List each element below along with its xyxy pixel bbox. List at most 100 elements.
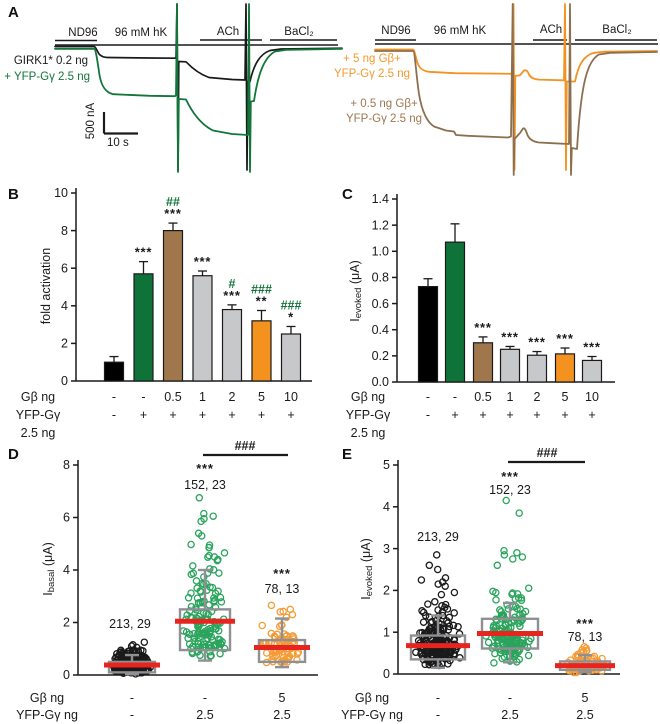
bar-C-3	[499, 348, 521, 383]
significance-annotation: **	[256, 294, 268, 309]
data-point	[276, 608, 284, 616]
data-point	[288, 610, 297, 619]
data-point	[209, 512, 217, 520]
n-label: 78, 13	[265, 582, 300, 596]
n-label: 213, 29	[109, 617, 151, 631]
data-point	[441, 603, 449, 612]
significance-annotation: ##	[166, 195, 180, 209]
condition-value: +	[140, 408, 147, 422]
data-point	[187, 570, 196, 579]
significance-annotation: *	[288, 309, 294, 324]
condition-row-label: Gβ ng	[21, 390, 55, 404]
data-point	[195, 494, 204, 502]
scale-bar-time-label: 10 s	[107, 137, 129, 149]
y-tick-label: 0.6	[372, 297, 389, 311]
condition-value: -	[436, 691, 440, 705]
data-point	[524, 651, 533, 660]
data-point	[197, 517, 205, 526]
condition-row-label: YFP-Gγ	[16, 408, 61, 422]
y-tick-label: 0	[61, 374, 68, 388]
y-tick-label: 6	[61, 261, 68, 275]
ylabel-sub: evoked	[364, 565, 375, 597]
data-point	[279, 607, 287, 616]
condition-value: +	[199, 408, 206, 422]
significance-annotation: ***	[196, 461, 214, 476]
data-point	[509, 555, 517, 563]
significance-annotation: ***	[194, 254, 212, 269]
n-label: 152, 23	[489, 483, 531, 497]
data-point	[449, 621, 458, 630]
data-point	[205, 629, 214, 638]
bracket-significance: ###	[537, 446, 558, 460]
solution-label-highk-left: 96 mM hK	[114, 27, 168, 39]
data-point	[524, 584, 533, 592]
ylabel-sub: evoked	[353, 287, 364, 319]
y-tick-label: 10	[54, 186, 68, 200]
data-point	[267, 601, 276, 610]
panel-label-b: B	[8, 186, 19, 203]
condition-value: 10	[585, 390, 599, 404]
condition-value: 0.5	[474, 390, 491, 404]
panel-label-d: D	[8, 446, 19, 463]
data-point	[140, 638, 149, 646]
bar-B-4	[221, 308, 243, 382]
data-point	[491, 649, 499, 658]
significance-annotation: ***	[556, 331, 574, 346]
condition-value: 2.5	[273, 708, 290, 722]
data-point	[424, 627, 433, 635]
y-tick-label: 4	[61, 299, 68, 313]
iqr-box	[178, 608, 232, 652]
y-tick-label: 1.0	[372, 244, 389, 258]
data-point	[441, 582, 449, 590]
data-point	[434, 606, 442, 614]
data-point	[215, 569, 223, 577]
condition-row-label: Gβ ng	[30, 691, 64, 705]
condition-value: 5	[582, 691, 589, 705]
data-point	[450, 588, 459, 597]
data-point	[289, 649, 297, 658]
y-axis-label-fold-activation: fold activation	[39, 247, 53, 325]
data-point	[418, 607, 426, 615]
data-point	[434, 580, 442, 588]
ylabel-post: (μA)	[41, 542, 55, 570]
y-axis-label-ibasal: Ibasal (μA)	[41, 494, 57, 644]
data-point	[502, 496, 510, 505]
panel-label-a: A	[8, 4, 19, 21]
data-point	[512, 638, 520, 646]
data-point	[490, 659, 498, 667]
condition-value: +	[533, 408, 540, 422]
data-point	[210, 596, 218, 605]
data-point	[139, 647, 147, 655]
condition-value: 2.5	[501, 708, 518, 722]
y-tick-label: 0	[63, 668, 70, 682]
data-point	[194, 647, 202, 656]
n-label: 152, 23	[184, 478, 226, 492]
data-point	[426, 624, 435, 633]
condition-value: -	[130, 691, 134, 705]
condition-value: 5	[279, 691, 286, 705]
data-point	[493, 561, 502, 570]
data-point	[433, 565, 442, 574]
condition-value: +	[506, 408, 513, 422]
y-tick-label: 2	[63, 616, 70, 630]
condition-value: -	[436, 708, 440, 722]
data-point	[419, 618, 428, 626]
ylabel-post: (μA)	[348, 260, 362, 288]
data-point	[417, 576, 426, 584]
data-point	[193, 594, 202, 602]
y-tick-label: 8	[63, 458, 70, 472]
data-point	[500, 546, 508, 555]
condition-value: +	[169, 408, 176, 422]
data-point	[183, 611, 191, 619]
data-point	[211, 589, 220, 598]
bar-B-1	[133, 273, 154, 382]
bar-C-2	[472, 342, 494, 383]
significance-annotation: ***	[576, 616, 594, 631]
data-point	[192, 604, 200, 612]
solution-label-ach-left: ACh	[216, 26, 240, 38]
data-point	[515, 619, 523, 627]
bar-B-3	[192, 275, 213, 382]
significance-annotation: ***	[528, 335, 546, 350]
significance-annotation: ***	[501, 329, 519, 344]
y-tick-label: 2	[383, 584, 390, 598]
